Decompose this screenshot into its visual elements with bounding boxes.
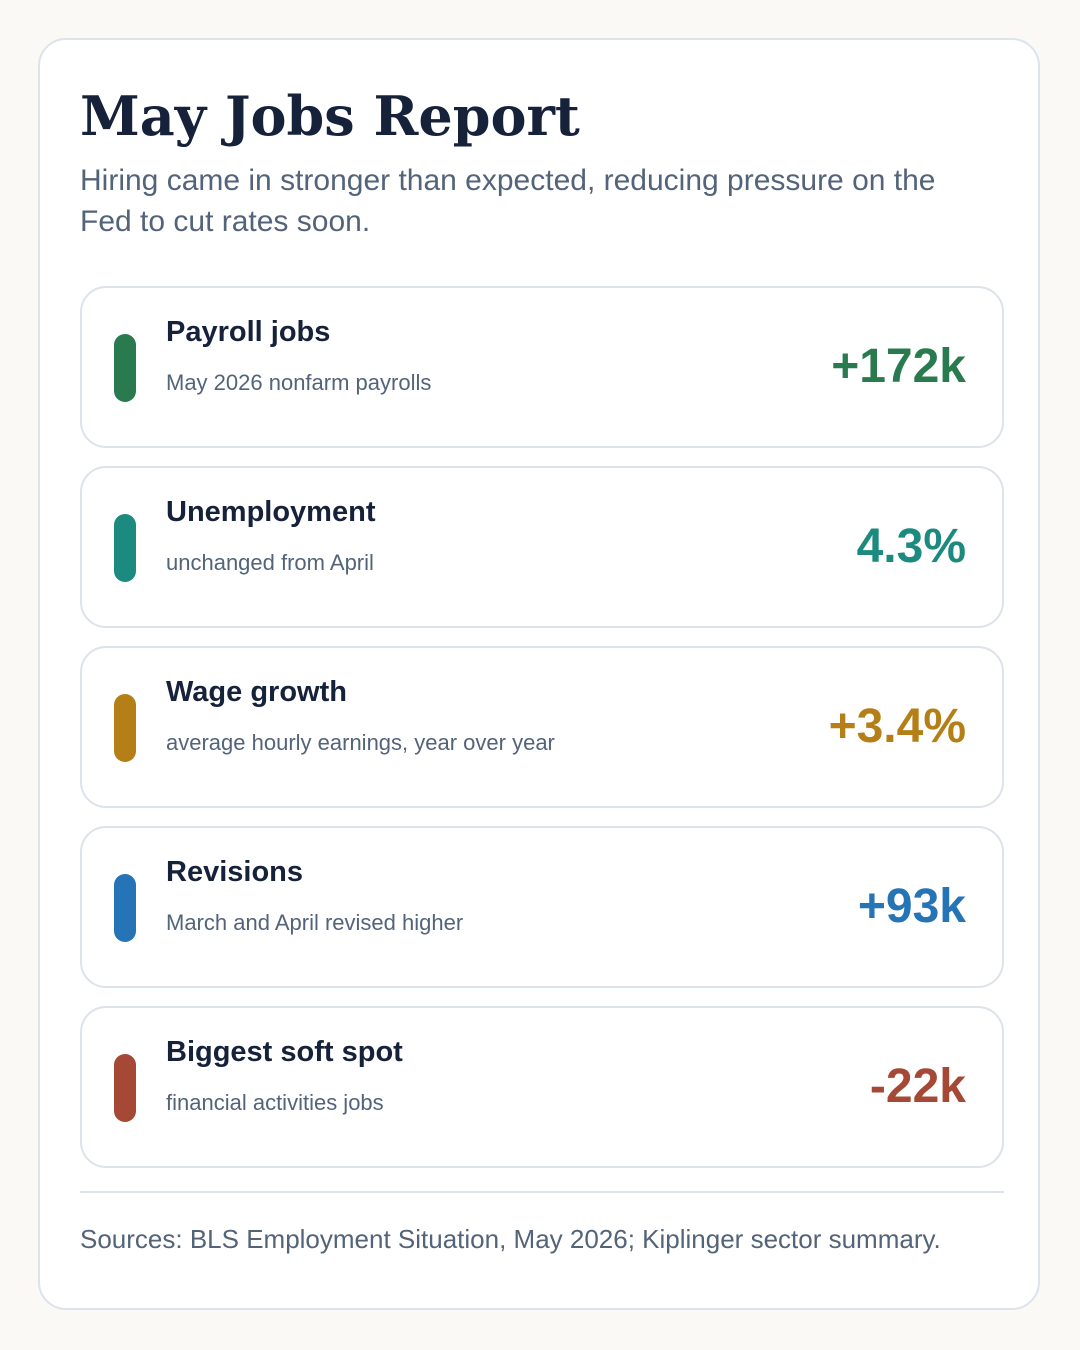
metric-label: Wage growth — [166, 676, 347, 708]
metric-description: March and April revised higher — [166, 910, 464, 935]
color-indicator-pill — [114, 874, 136, 942]
page-title: May Jobs Report — [80, 84, 580, 148]
metric-card-wage-growth: Wage growth average hourly earnings, yea… — [80, 646, 1004, 808]
color-indicator-pill — [114, 334, 136, 402]
metric-value: +172k — [831, 340, 966, 393]
sources-note: Sources: BLS Employment Situation, May 2… — [80, 1224, 941, 1254]
metric-card-revisions: Revisions March and April revised higher… — [80, 826, 1004, 988]
color-indicator-pill — [114, 1054, 136, 1122]
divider — [80, 1191, 1004, 1193]
metric-value: 4.3% — [856, 520, 966, 573]
metric-card-payroll-jobs: Payroll jobs May 2026 nonfarm payrolls +… — [80, 286, 1004, 448]
metric-description: unchanged from April — [166, 550, 374, 575]
metric-label: Biggest soft spot — [166, 1036, 403, 1068]
metric-label: Payroll jobs — [166, 316, 331, 348]
metric-description: May 2026 nonfarm payrolls — [166, 370, 432, 395]
report-card: May Jobs Report Hiring came in stronger … — [38, 38, 1040, 1310]
metric-label: Unemployment — [166, 496, 376, 528]
metric-value: +3.4% — [828, 700, 966, 753]
page-subtitle: Hiring came in stronger than expected, r… — [80, 164, 936, 238]
metric-value: +93k — [857, 880, 966, 933]
metric-description: financial activities jobs — [166, 1090, 384, 1115]
metric-value: -22k — [869, 1060, 966, 1113]
metric-description: average hourly earnings, year over year — [166, 730, 555, 755]
color-indicator-pill — [114, 694, 136, 762]
metric-card-unemployment: Unemployment unchanged from April 4.3% — [80, 466, 1004, 628]
metric-label: Revisions — [166, 856, 303, 888]
color-indicator-pill — [114, 514, 136, 582]
metric-card-biggest-soft-spot: Biggest soft spot financial activities j… — [80, 1006, 1004, 1168]
